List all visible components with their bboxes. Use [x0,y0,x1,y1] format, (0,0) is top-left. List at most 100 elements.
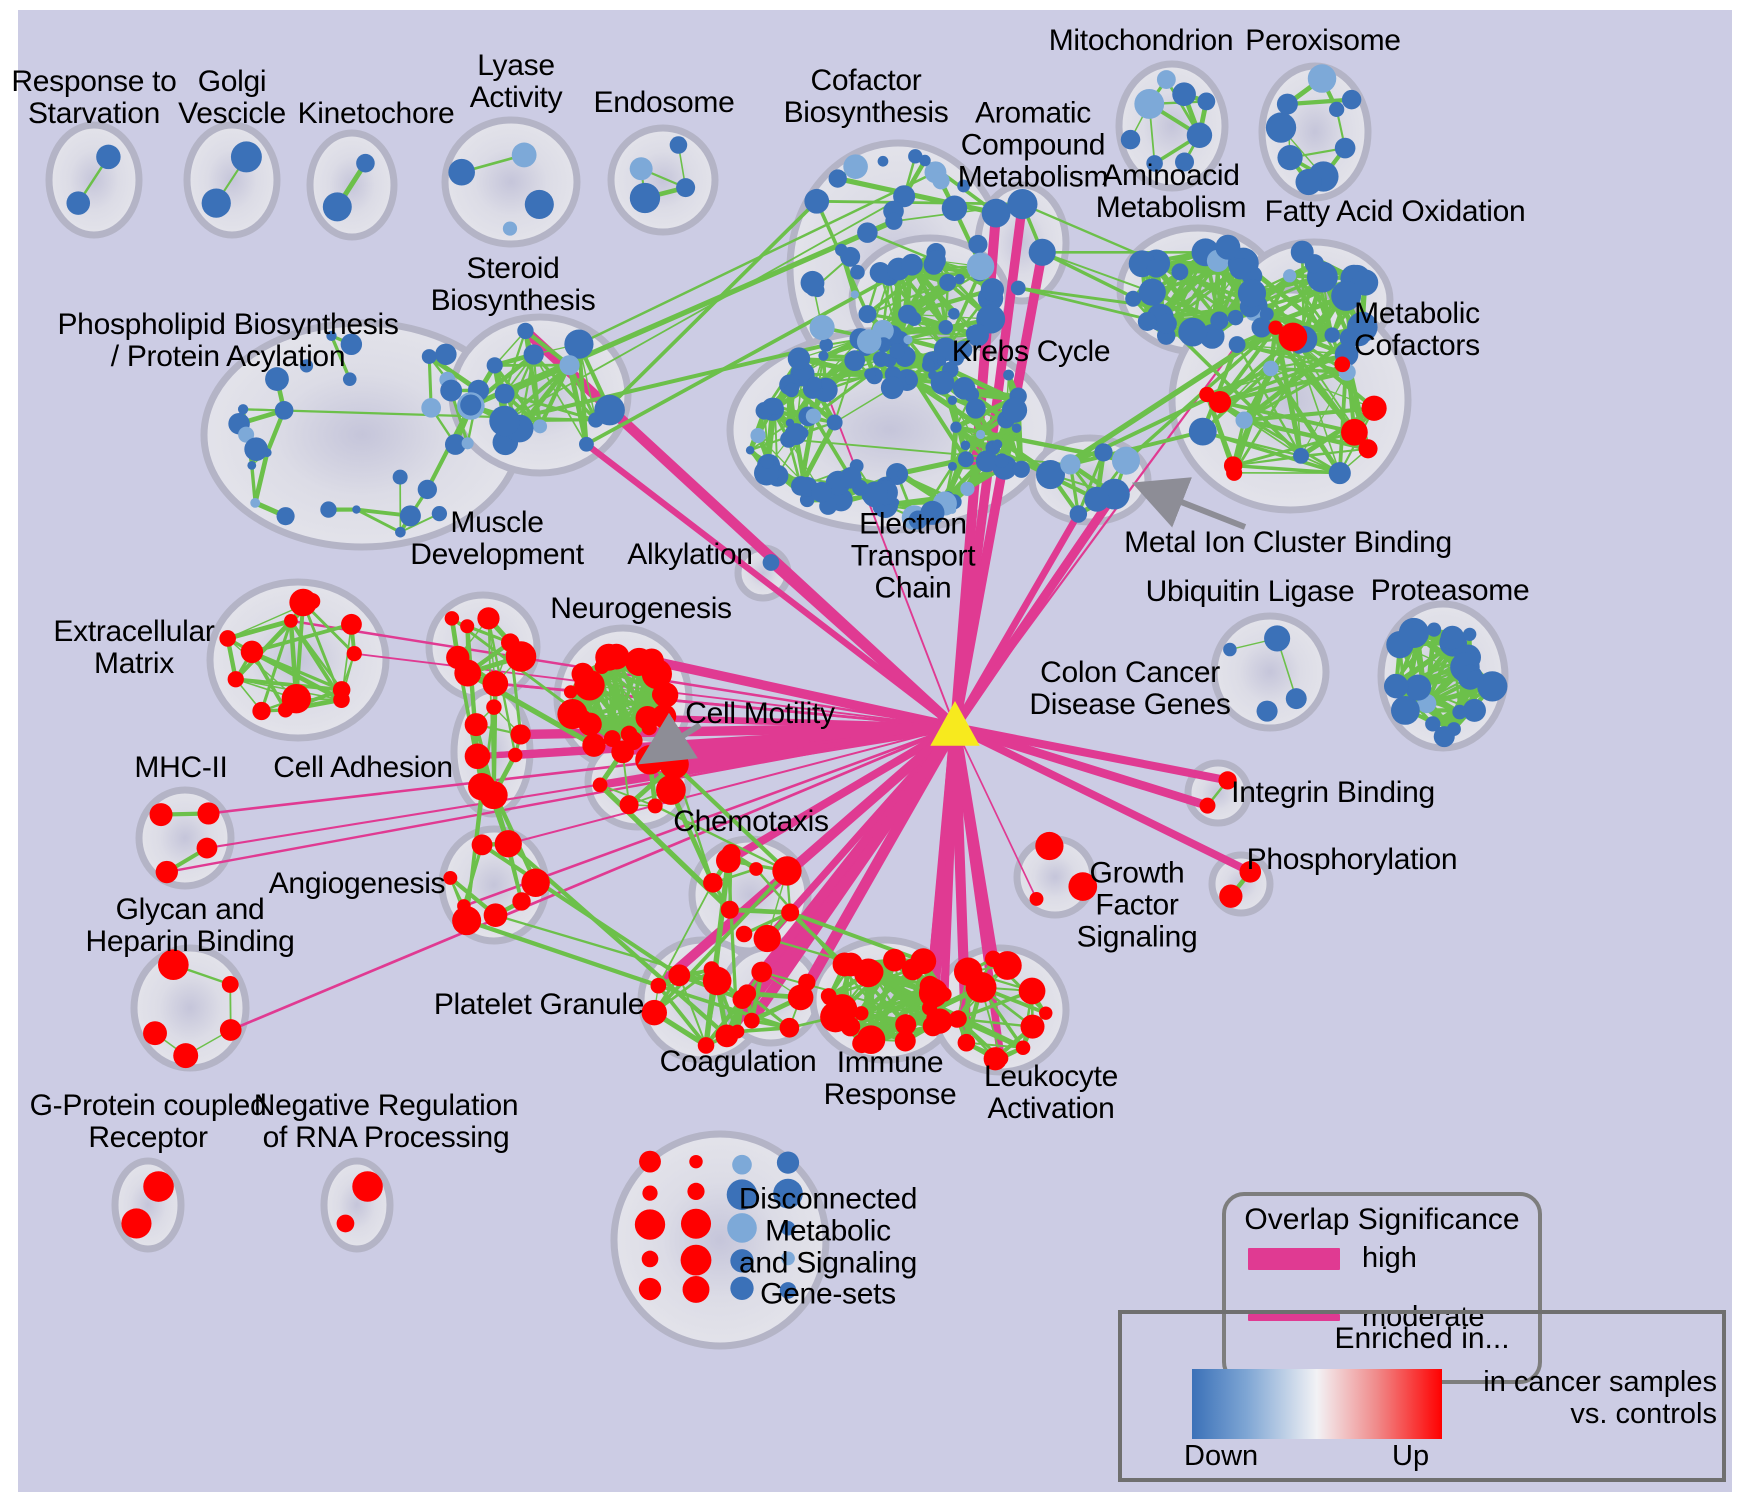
gene-set-node[interactable] [1175,152,1195,172]
gene-set-node[interactable] [862,481,888,508]
gene-set-node[interactable] [1383,673,1409,699]
gene-set-node[interactable] [1137,312,1157,332]
gene-set-node[interactable] [201,188,231,218]
gene-set-node[interactable] [680,1244,712,1276]
gene-set-node[interactable] [745,445,755,455]
gene-set-node[interactable] [221,975,239,993]
gene-set-node[interactable] [219,1019,242,1041]
gene-set-node[interactable] [947,395,958,406]
gene-set-node[interactable] [1405,674,1432,701]
gene-set-node[interactable] [276,507,295,526]
gene-set-node[interactable] [826,414,843,431]
gene-set-node[interactable] [1178,317,1208,347]
gene-set-node[interactable] [779,1282,797,1299]
gene-set-node[interactable] [1218,771,1237,790]
gene-set-node[interactable] [936,356,947,367]
gene-set-node[interactable] [893,185,916,208]
gene-set-node[interactable] [620,725,638,743]
gene-set-node[interactable] [639,1150,661,1173]
gene-set-node[interactable] [784,423,807,446]
gene-set-node[interactable] [780,1221,796,1236]
gene-set-node[interactable] [582,733,606,757]
gene-set-node[interactable] [486,357,503,374]
gene-set-node[interactable] [240,640,264,664]
gene-set-node[interactable] [880,376,904,400]
gene-set-node[interactable] [641,1250,659,1268]
gene-set-node[interactable] [804,188,830,214]
gene-set-node[interactable] [781,903,800,922]
gene-set-node[interactable] [1307,64,1337,93]
gene-set-node[interactable] [96,144,121,170]
gene-set-node[interactable] [340,333,363,356]
gene-set-node[interactable] [1007,188,1038,220]
gene-set-node[interactable] [965,398,986,419]
gene-set-node[interactable] [1334,356,1351,373]
gene-set-node[interactable] [446,645,470,670]
gene-set-node[interactable] [687,1182,705,1200]
gene-set-node[interactable] [894,1030,916,1052]
gene-set-node[interactable] [800,270,825,295]
gene-set-node[interactable] [1452,704,1468,720]
gene-set-node[interactable] [517,322,534,340]
gene-set-node[interactable] [726,1179,758,1210]
gene-set-node[interactable] [732,1154,752,1175]
gene-set-node[interactable] [659,749,689,780]
gene-set-node[interactable] [697,1037,715,1054]
gene-set-node[interactable] [1295,168,1322,196]
gene-set-node[interactable] [883,948,906,972]
hub-node[interactable] [930,701,980,746]
gene-set-node[interactable] [900,253,923,276]
gene-set-node[interactable] [953,957,983,986]
gene-set-node[interactable] [252,701,271,721]
gene-set-node[interactable] [885,212,903,230]
gene-set-node[interactable] [669,136,688,154]
gene-set-node[interactable] [980,278,1005,302]
gene-set-node[interactable] [1262,360,1279,377]
gene-set-node[interactable] [702,966,732,996]
gene-set-node[interactable] [173,1043,199,1069]
gene-set-node[interactable] [910,948,937,975]
gene-set-node[interactable] [1018,977,1046,1005]
gene-set-node[interactable] [1084,486,1110,512]
gene-set-node[interactable] [1029,891,1044,906]
gene-set-node[interactable] [1120,129,1141,150]
gene-set-node[interactable] [444,433,466,455]
gene-set-node[interactable] [274,400,294,420]
gene-set-node[interactable] [784,382,799,398]
gene-set-node[interactable] [839,466,862,489]
gene-set-node[interactable] [730,1276,754,1300]
gene-set-node[interactable] [715,1024,739,1048]
gene-set-node[interactable] [579,436,594,452]
gene-set-node[interactable] [440,379,463,402]
cluster-bubble-negative-regulation-rna[interactable] [320,1157,394,1253]
gene-set-node[interactable] [1020,1014,1045,1039]
gene-set-node[interactable] [776,1151,800,1174]
gene-set-node[interactable] [727,1213,757,1243]
gene-set-node[interactable] [277,702,294,718]
gene-set-node[interactable] [471,834,493,856]
gene-set-node[interactable] [850,264,865,280]
gene-set-node[interactable] [1390,696,1420,725]
gene-set-node[interactable] [1256,700,1278,722]
gene-set-node[interactable] [773,1178,803,1209]
gene-set-node[interactable] [930,370,955,395]
gene-set-node[interactable] [1011,423,1022,433]
gene-set-node[interactable] [1229,257,1252,280]
gene-set-node[interactable] [486,699,502,715]
gene-set-node[interactable] [1223,456,1243,475]
gene-set-node[interactable] [905,373,917,385]
gene-set-node[interactable] [1219,884,1243,908]
gene-set-node[interactable] [395,526,406,538]
gene-set-node[interactable] [611,740,634,764]
gene-set-node[interactable] [238,426,255,443]
gene-set-node[interactable] [703,873,723,893]
gene-set-node[interactable] [948,307,960,320]
gene-set-node[interactable] [656,775,686,805]
gene-set-node[interactable] [1278,322,1308,352]
gene-set-node[interactable] [482,670,509,697]
gene-set-node[interactable] [1463,627,1477,641]
gene-set-node[interactable] [510,724,531,745]
gene-set-node[interactable] [1199,797,1216,814]
gene-set-node[interactable] [1146,155,1163,172]
gene-set-node[interactable] [873,350,890,367]
